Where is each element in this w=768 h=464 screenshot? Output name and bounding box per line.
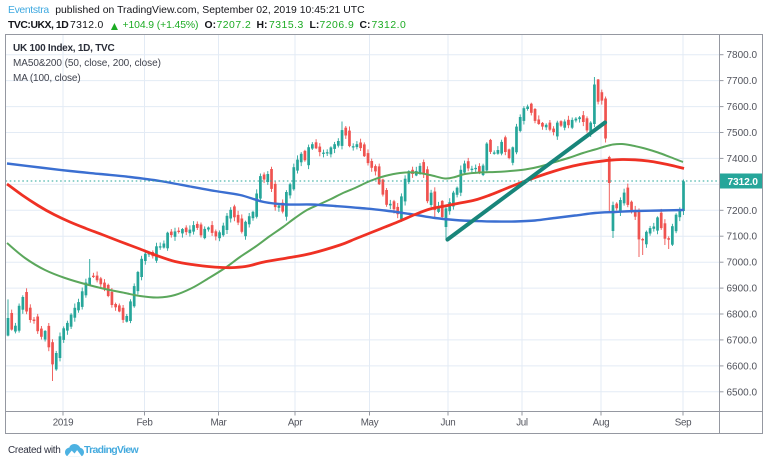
svg-text:Aug: Aug <box>593 418 610 429</box>
svg-text:Sep: Sep <box>675 418 692 429</box>
svg-text:Apr: Apr <box>288 418 303 429</box>
svg-text:6900.0: 6900.0 <box>727 284 758 295</box>
svg-text:7400.0: 7400.0 <box>727 154 758 165</box>
svg-text:Mar: Mar <box>211 418 228 429</box>
svg-text:7100.0: 7100.0 <box>727 232 758 243</box>
svg-text:6800.0: 6800.0 <box>727 310 758 321</box>
svg-text:May: May <box>361 418 379 429</box>
svg-text:2019: 2019 <box>53 418 74 429</box>
svg-text:UK 100 Index, 1D, TVC: UK 100 Index, 1D, TVC <box>13 43 114 54</box>
svg-text:7200.0: 7200.0 <box>727 206 758 217</box>
svg-text:MA (100, close): MA (100, close) <box>13 73 81 84</box>
svg-text:7700.0: 7700.0 <box>727 76 758 87</box>
svg-text:7312.0: 7312.0 <box>728 177 759 188</box>
svg-text:Jul: Jul <box>516 418 528 429</box>
svg-text:7000.0: 7000.0 <box>727 258 758 269</box>
svg-text:6600.0: 6600.0 <box>727 361 758 372</box>
svg-text:MA50&200 (50, close, 200, clos: MA50&200 (50, close, 200, close) <box>13 58 161 69</box>
svg-text:6500.0: 6500.0 <box>727 387 758 398</box>
svg-text:7600.0: 7600.0 <box>727 102 758 113</box>
svg-text:7800.0: 7800.0 <box>727 50 758 61</box>
svg-text:Feb: Feb <box>137 418 154 429</box>
svg-text:Jun: Jun <box>441 418 456 429</box>
svg-text:6700.0: 6700.0 <box>727 335 758 346</box>
svg-text:7500.0: 7500.0 <box>727 128 758 139</box>
